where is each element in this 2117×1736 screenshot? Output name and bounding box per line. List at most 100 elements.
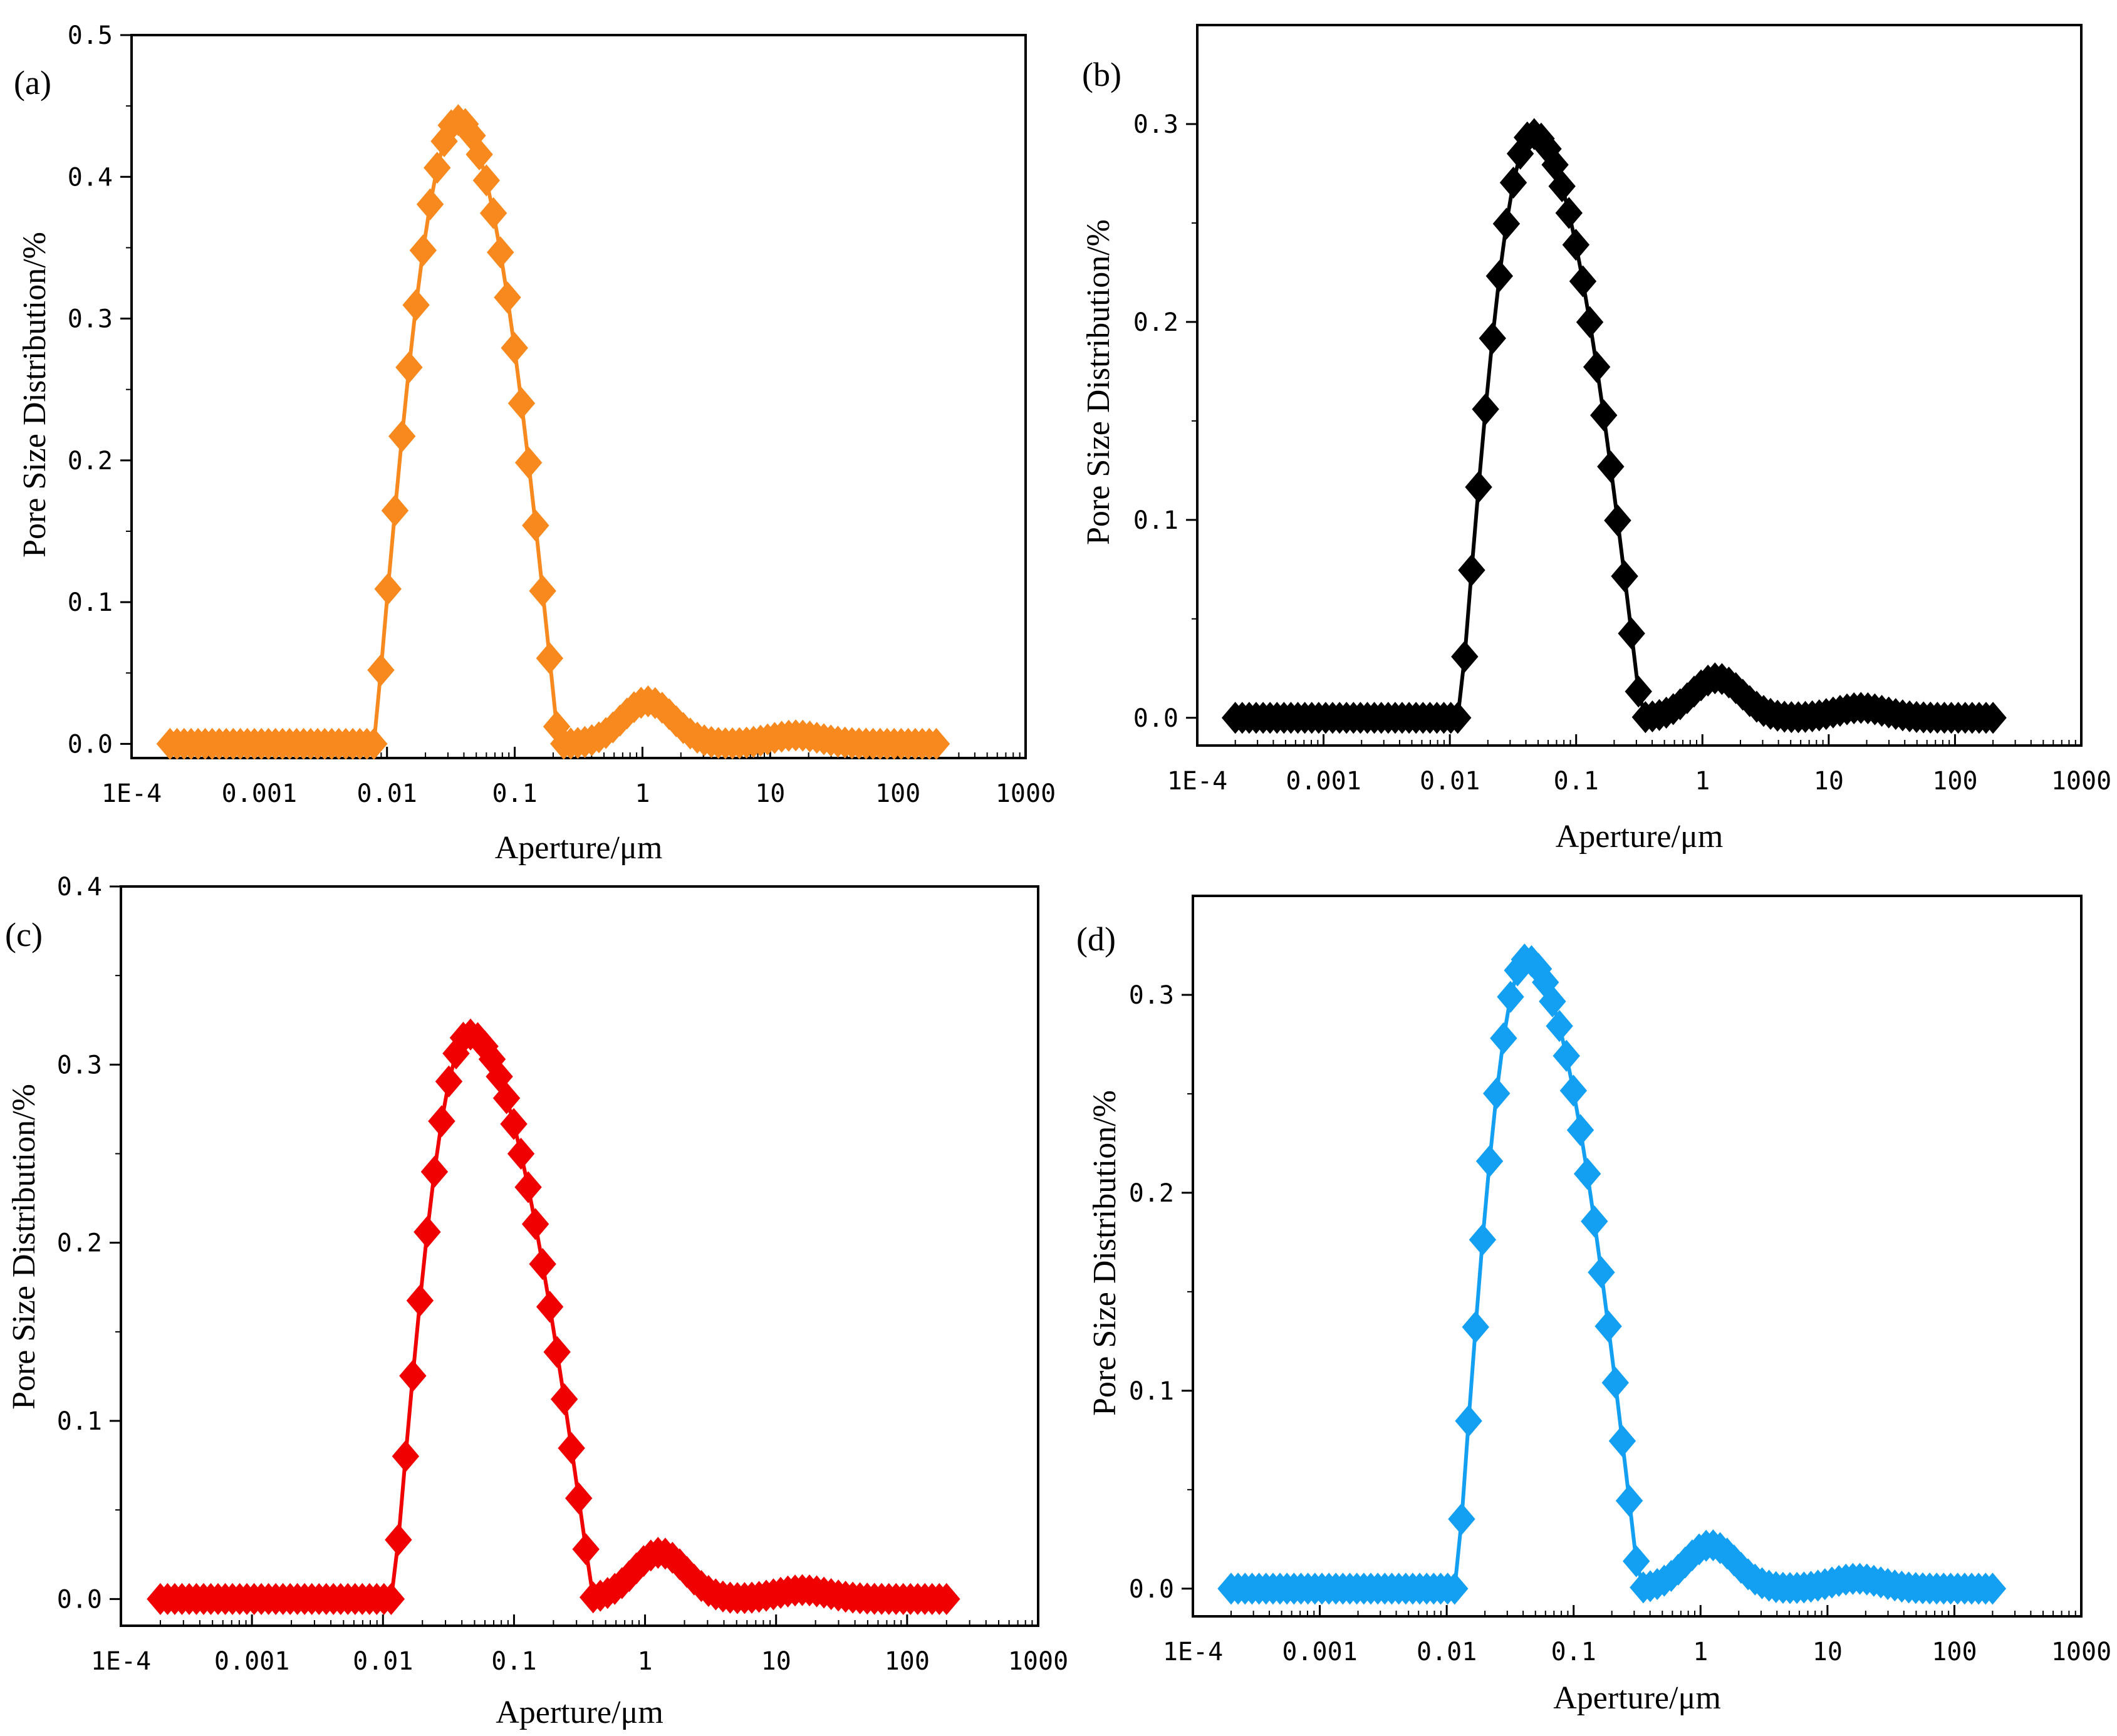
data-point <box>1462 1311 1489 1343</box>
data-point <box>1594 1310 1622 1343</box>
y-tick-label: 0.5 <box>68 21 113 50</box>
x-tick-label: 10 <box>755 779 785 808</box>
data-point <box>1625 675 1652 708</box>
data-point <box>564 1482 593 1515</box>
data-point <box>536 642 564 675</box>
data-point <box>1441 1572 1469 1605</box>
data-point <box>1618 617 1645 650</box>
data-point <box>392 1440 420 1473</box>
x-tick-label: 0.01 <box>1417 1638 1477 1666</box>
y-tick-label: 0.2 <box>57 1229 102 1258</box>
series-line <box>1235 132 1994 720</box>
x-axis-title: Aperture/μm <box>1553 1680 1721 1716</box>
plot-frame <box>1192 895 2083 1618</box>
x-tick-label: 1000 <box>2051 767 2111 796</box>
panel-label: (c) <box>5 916 43 954</box>
x-tick-label: 0.1 <box>491 1647 536 1676</box>
x-tick-label: 0.1 <box>492 779 537 808</box>
x-tick-label: 0.1 <box>1551 1638 1596 1666</box>
data-point <box>507 1138 535 1170</box>
data-point <box>1448 1503 1475 1536</box>
data-point <box>494 281 521 314</box>
data-point <box>1979 1572 2007 1605</box>
data-point <box>1615 1484 1643 1517</box>
data-point <box>1576 306 1604 338</box>
x-tick-label: 1E-4 <box>101 779 162 808</box>
data-point <box>1566 1114 1594 1146</box>
x-tick-label: 0.01 <box>353 1647 413 1676</box>
data-point <box>1590 399 1618 432</box>
y-tick-label: 0.4 <box>68 163 113 192</box>
data-point <box>1497 980 1524 1013</box>
x-tick-label: 100 <box>1932 767 1977 796</box>
data-point <box>1455 1405 1482 1437</box>
data-point <box>1479 322 1506 355</box>
data-point <box>1604 504 1631 537</box>
data-point <box>1490 1022 1517 1054</box>
x-tick-label: 1 <box>638 1647 653 1676</box>
x-tick-label: 0.1 <box>1554 767 1599 796</box>
data-point <box>1444 702 1472 734</box>
data-point <box>428 1105 455 1138</box>
x-tick-label: 1 <box>1695 767 1710 796</box>
y-axis-title: Pore Size Distribution/% <box>1081 219 1116 545</box>
data-point <box>406 1284 434 1317</box>
data-point <box>1597 450 1625 483</box>
data-point <box>514 1171 542 1203</box>
data-point <box>1492 207 1521 240</box>
chart-panel-c: 1E-4 0.001 0.01 0.1 1 10 100 1000 0.0 0.1 0.2 0.3 0.… <box>5 873 1068 1730</box>
data-point <box>1553 1039 1580 1072</box>
data-point <box>414 1215 441 1249</box>
data-point <box>360 727 388 760</box>
data-point <box>507 387 536 420</box>
plot-frame <box>130 34 1027 759</box>
x-tick-label: 0.01 <box>1420 767 1480 796</box>
x-tick-label: 0.001 <box>222 779 297 808</box>
data-point <box>1601 1366 1629 1399</box>
data-point <box>1555 197 1583 229</box>
data-point <box>374 573 402 605</box>
data-point <box>1539 985 1566 1018</box>
data-point <box>558 1432 585 1465</box>
x-axis-title: Aperture/μm <box>495 830 663 866</box>
data-point <box>1583 351 1611 383</box>
data-point <box>1451 640 1479 673</box>
data-point <box>385 1524 412 1556</box>
data-point <box>1588 1256 1615 1289</box>
y-axis-title: Pore Size Distribution/% <box>17 232 53 558</box>
x-tick-label: 1E-4 <box>1163 1638 1223 1666</box>
y-tick-label: 0.0 <box>68 730 113 759</box>
data-point <box>1465 470 1492 504</box>
data-point <box>550 1383 578 1415</box>
data-point <box>1608 1425 1636 1457</box>
data-point <box>466 138 493 171</box>
y-tick-label: 0.2 <box>1129 1179 1174 1208</box>
x-tick-label: 1000 <box>996 779 1056 808</box>
x-tick-label: 100 <box>1932 1638 1977 1666</box>
plot-frame <box>120 885 1039 1627</box>
data-point <box>367 654 395 687</box>
data-point <box>922 727 950 760</box>
data-point <box>1569 265 1597 298</box>
data-point <box>1979 702 2007 734</box>
data-point <box>1485 260 1514 293</box>
data-point <box>1546 1010 1573 1042</box>
data-point <box>409 234 437 267</box>
chart-panel-b: 1E-4 0.001 0.01 0.1 1 10 100 1000 0.0 0.1 0.2 0.3 Ap… <box>1081 24 2111 855</box>
data-point <box>529 1248 556 1281</box>
data-point <box>1499 166 1527 199</box>
x-tick-label: 1000 <box>2051 1638 2111 1666</box>
data-point <box>479 197 507 229</box>
x-tick-label: 10 <box>761 1647 791 1676</box>
x-tick-label: 0.001 <box>214 1647 289 1676</box>
data-point <box>487 236 514 269</box>
x-tick-label: 100 <box>885 1647 930 1676</box>
x-tick-label: 10 <box>1814 767 1844 796</box>
data-point <box>521 1208 549 1240</box>
data-point <box>1475 1145 1504 1178</box>
data-point <box>572 1533 600 1566</box>
data-point <box>1548 170 1576 202</box>
y-tick-label: 0.1 <box>1129 1377 1174 1406</box>
plot-frame <box>1196 24 2083 747</box>
